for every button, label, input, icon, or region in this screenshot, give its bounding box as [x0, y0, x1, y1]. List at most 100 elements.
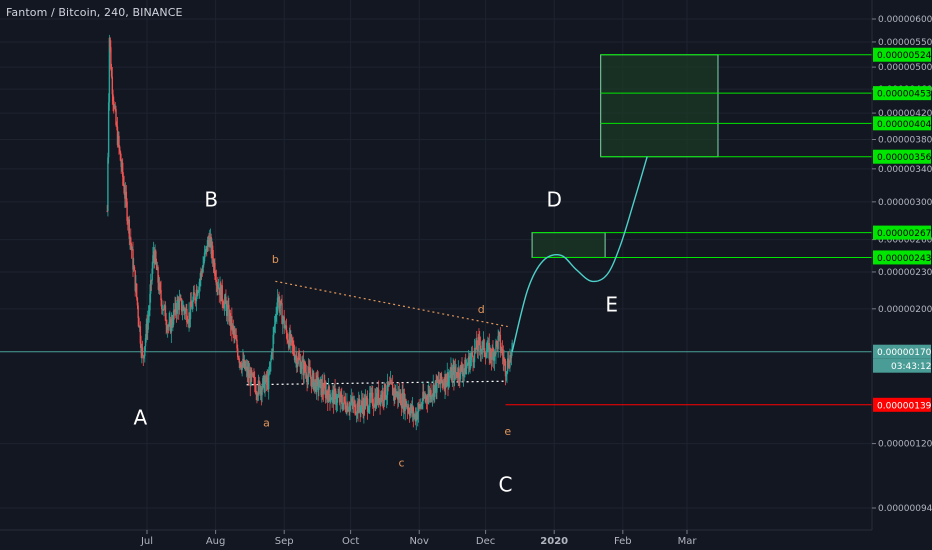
candle-body	[234, 334, 236, 336]
candle-body	[485, 352, 488, 358]
candle-body	[389, 379, 392, 384]
wave-label-minor: d	[478, 303, 485, 316]
candle-body	[135, 283, 138, 298]
stop-price-badge[interactable]	[873, 397, 931, 412]
x-tick-label: Dec	[476, 536, 495, 547]
candle-body	[391, 382, 393, 385]
candle-body	[264, 382, 266, 393]
candle-body	[367, 411, 370, 412]
candle-body	[211, 245, 213, 255]
candle-body	[251, 370, 253, 375]
candle-body	[342, 402, 344, 409]
candle-body	[411, 407, 414, 414]
candle-body	[374, 397, 377, 408]
candle-body	[194, 300, 197, 302]
candle-body	[293, 353, 296, 361]
candle-body	[107, 157, 109, 211]
candle-body	[462, 371, 465, 377]
candle-body	[345, 409, 347, 413]
candle-body	[310, 378, 313, 388]
candle-body	[462, 371, 464, 377]
candle-body	[188, 312, 190, 323]
x-tick-label: 2020	[540, 536, 568, 547]
candle-body	[410, 405, 412, 410]
candle-body	[291, 338, 294, 345]
time-axis[interactable]	[0, 530, 872, 550]
candle-body	[147, 315, 150, 321]
x-tick-label: Feb	[614, 536, 632, 547]
candle-body	[427, 395, 429, 403]
candle-body	[119, 146, 121, 152]
candle-body	[363, 399, 365, 415]
candle-body	[206, 246, 208, 252]
candle-body	[364, 398, 367, 409]
target-price-badge[interactable]	[873, 250, 931, 265]
candle-body	[363, 399, 366, 409]
candle-body	[162, 308, 164, 311]
candle-body	[147, 320, 149, 333]
candle-body	[470, 351, 473, 357]
candle-body	[460, 365, 462, 367]
candle-body	[390, 379, 392, 383]
candle-body	[504, 360, 507, 377]
candle-body	[272, 334, 274, 353]
candle-body	[400, 405, 403, 408]
candle-body	[282, 318, 284, 324]
candle-body	[484, 352, 486, 356]
candle-body	[130, 237, 132, 244]
candle-body	[158, 283, 161, 291]
candle-body	[403, 393, 406, 411]
x-tick-label: Sep	[275, 536, 294, 547]
candle-body	[276, 297, 279, 311]
candle-body	[252, 373, 254, 377]
candle-body	[193, 292, 195, 295]
candle-body	[275, 314, 277, 317]
candle-body	[230, 316, 232, 327]
candle-body	[461, 365, 463, 372]
box-D-zone[interactable]	[531, 232, 606, 258]
candle-body	[265, 375, 268, 383]
candle-body	[315, 375, 318, 393]
candle-body	[441, 381, 443, 382]
target-price-badge[interactable]	[873, 47, 931, 62]
candle-body	[475, 340, 477, 350]
target-price-badge[interactable]	[873, 149, 931, 164]
target-price-badge-text: 0.00000404	[877, 120, 932, 130]
candle-body	[332, 390, 335, 405]
wave-label-major: E	[605, 292, 618, 316]
candle-body	[411, 405, 413, 414]
candle-body	[166, 326, 169, 330]
candle-body	[381, 391, 384, 400]
candle-body	[259, 382, 261, 394]
candle-body	[281, 303, 283, 324]
candle-body	[419, 405, 421, 408]
candle-body	[220, 285, 223, 302]
candle-body	[365, 397, 367, 399]
candles	[106, 34, 513, 431]
candle-body	[414, 414, 417, 422]
last-price-badge[interactable]	[873, 344, 931, 359]
candle-body	[479, 337, 481, 346]
candle-body	[425, 396, 428, 400]
candle-body	[353, 400, 355, 402]
candle-body	[344, 401, 347, 410]
candle-body	[149, 293, 151, 311]
candle-body	[169, 319, 172, 333]
candle-body	[154, 251, 156, 264]
candle-body	[507, 358, 509, 372]
candle-body	[359, 407, 361, 413]
candle-body	[405, 399, 407, 407]
box-target-zone[interactable]	[600, 54, 719, 158]
x-tick-label: Nov	[409, 536, 429, 547]
target-price-badge[interactable]	[873, 86, 931, 101]
candle-body	[235, 338, 237, 340]
target-price-badge[interactable]	[873, 116, 931, 131]
candle-body	[151, 268, 153, 281]
target-price-badge[interactable]	[873, 225, 931, 240]
candle-body	[180, 298, 183, 312]
candle-body	[346, 403, 348, 413]
candle-body	[438, 380, 440, 384]
projection-path[interactable]	[511, 156, 648, 352]
